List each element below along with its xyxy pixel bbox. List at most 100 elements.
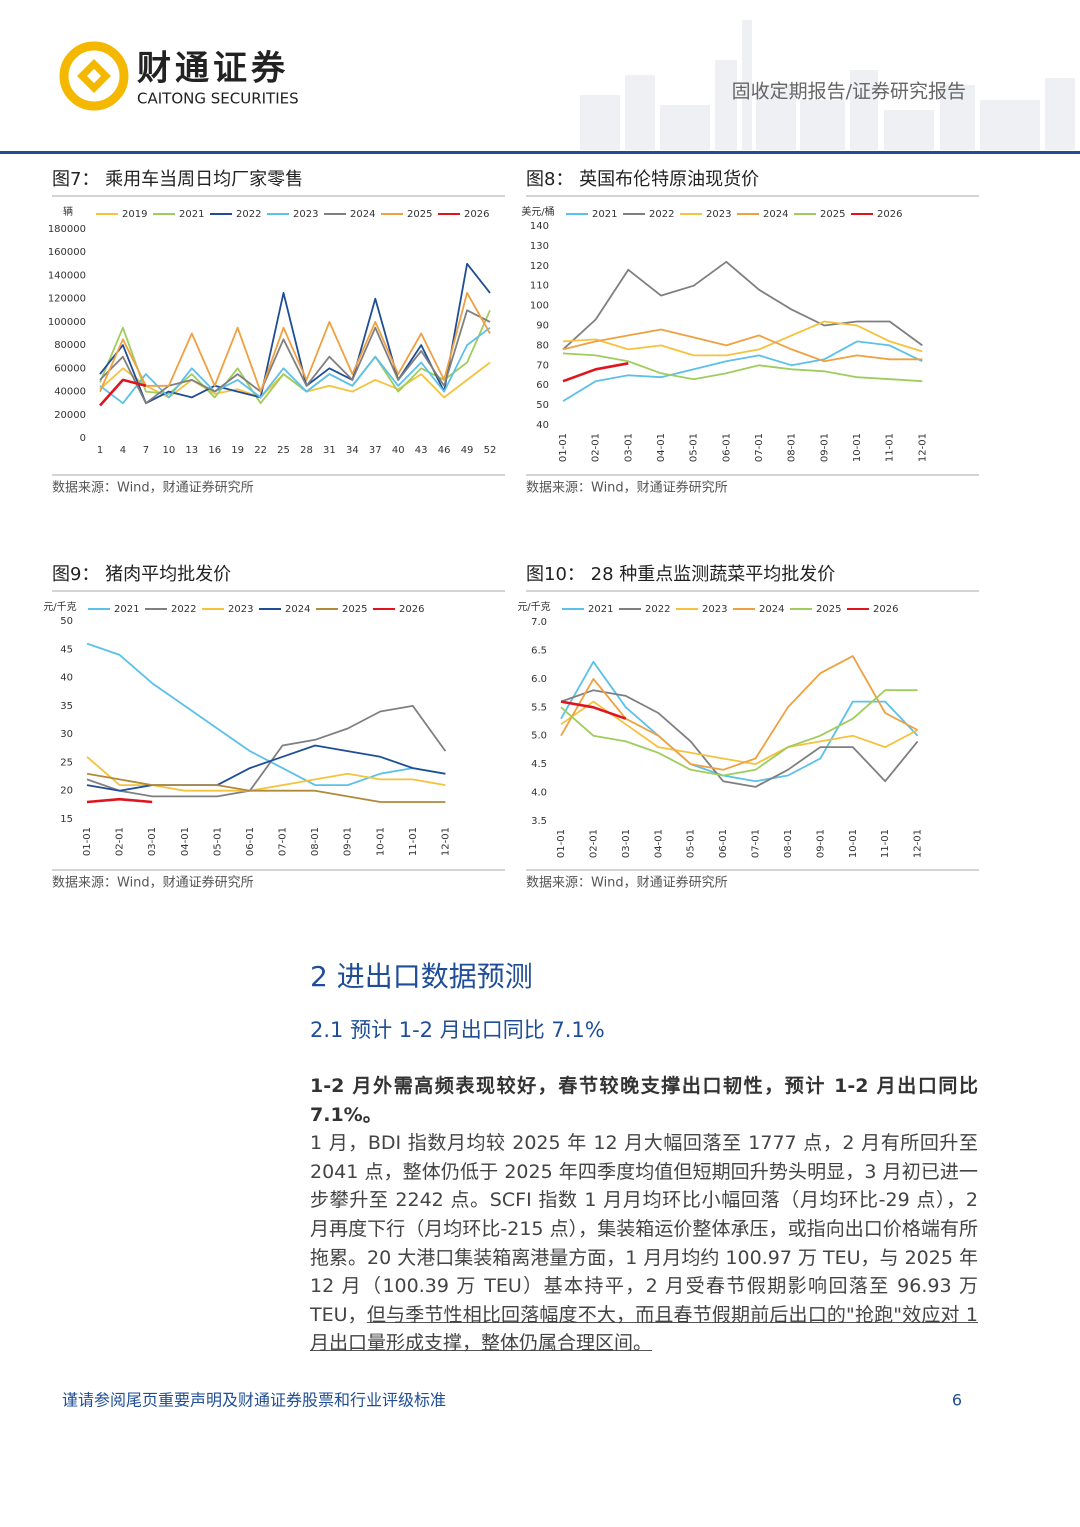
series-line — [99, 309, 491, 405]
x-tick-label: 10 — [162, 445, 175, 456]
series-line — [560, 700, 627, 720]
legend-label: 2026 — [399, 604, 424, 615]
x-tick-label: 05-01 — [212, 827, 223, 856]
y-tick-label: 100 — [530, 301, 549, 312]
series-line — [86, 705, 447, 798]
legend-label: 2023 — [228, 604, 253, 615]
source: 数据来源：Wind，财通证券研究所 — [526, 875, 728, 891]
x-tick-label: 16 — [208, 445, 221, 456]
x-tick-label: 09-01 — [343, 827, 354, 856]
series-line — [560, 689, 918, 777]
series-line — [560, 700, 919, 765]
series-line — [86, 772, 446, 803]
x-tick-label: 10-01 — [852, 433, 863, 462]
legend-label: 2021 — [588, 604, 613, 615]
y-tick-label: 70 — [536, 360, 549, 371]
y-tick-label: 45 — [60, 644, 73, 655]
x-tick-label: 12-01 — [917, 433, 928, 462]
x-tick-label: 10-01 — [848, 829, 859, 858]
y-tick-label: 140 — [530, 221, 549, 232]
legend-label: 2021 — [592, 209, 617, 220]
legend-label: 2022 — [645, 604, 670, 615]
x-tick-label: 03-01 — [623, 433, 634, 462]
header-rule — [0, 151, 1080, 154]
y-unit: 辆 — [63, 205, 73, 218]
series-line — [86, 756, 446, 792]
x-tick-label: 10-01 — [375, 827, 386, 856]
y-unit: 美元/桶 — [521, 205, 554, 218]
y-tick-label: 120 — [530, 261, 549, 272]
series-line — [562, 362, 629, 383]
x-tick-label: 05-01 — [689, 433, 700, 462]
section-heading: 2 进出口数据预测 — [310, 960, 533, 993]
brand-en: CAITONG SECURITIES — [137, 90, 299, 108]
chart-title: 图10： 28 种重点监测蔬菜平均批发价 — [526, 564, 835, 585]
x-tick-label: 11-01 — [880, 829, 891, 858]
y-tick-label: 15 — [60, 814, 73, 825]
x-tick-label: 01-01 — [558, 433, 569, 462]
x-tick-label: 03-01 — [621, 829, 632, 858]
body-text: 1 月，BDI 指数月均较 2025 年 12 月大幅回落至 1777 点，2 … — [310, 1132, 978, 1326]
source: 数据来源：Wind，财通证券研究所 — [52, 480, 254, 496]
x-tick-label: 12-01 — [440, 827, 451, 856]
y-tick-label: 30 — [60, 729, 73, 740]
skyline — [580, 20, 1075, 150]
y-tick-label: 6.5 — [531, 645, 547, 656]
x-tick-label: 34 — [346, 445, 359, 456]
y-tick-label: 25 — [60, 757, 73, 768]
x-tick-label: 43 — [415, 445, 428, 456]
y-tick-label: 50 — [536, 400, 549, 411]
legend-label: 2022 — [171, 604, 196, 615]
paragraph: 1-2 月外需高频表现较好，春节较晚支撑出口韧性，预计 1-2 月出口同比 7.… — [310, 1072, 978, 1358]
y-tick-label: 4.0 — [531, 788, 547, 799]
chart-title: 图7： 乘用车当周日均厂家零售 — [52, 169, 303, 190]
y-tick-label: 20 — [60, 786, 73, 797]
y-tick-label: 110 — [530, 281, 549, 292]
y-tick-label: 80000 — [54, 340, 86, 351]
brand: 财通证券 — [137, 49, 289, 89]
y-tick-label: 0 — [80, 433, 86, 444]
legend-label: 2024 — [285, 604, 310, 615]
x-tick-label: 11-01 — [885, 433, 896, 462]
series-line — [99, 378, 147, 407]
x-tick-label: 04-01 — [653, 829, 664, 858]
y-tick-label: 4.5 — [531, 759, 547, 770]
x-tick-label: 7 — [143, 445, 149, 456]
legend-label: 2022 — [649, 209, 674, 220]
underlined-text: 但与季节性相比回落幅度不大，而且春节假期前后出口的"抢跑"效应对 1 月出口量形… — [310, 1303, 978, 1355]
x-tick-label: 4 — [120, 445, 126, 456]
y-tick-label: 80 — [536, 340, 549, 351]
x-tick-label: 08-01 — [310, 827, 321, 856]
y-tick-label: 3.5 — [531, 816, 547, 827]
legend-label: 2023 — [293, 209, 318, 220]
chart-title: 图8： 英国布伦特原油现货价 — [526, 169, 759, 190]
x-tick-label: 02-01 — [588, 829, 599, 858]
x-tick-label: 52 — [484, 445, 497, 456]
legend-label: 2022 — [236, 209, 261, 220]
y-tick-label: 5.0 — [531, 731, 547, 742]
y-tick-label: 6.0 — [531, 674, 547, 685]
x-tick-label: 05-01 — [686, 829, 697, 858]
x-tick-label: 07-01 — [754, 433, 765, 462]
series-line — [99, 326, 491, 405]
series-line — [562, 352, 923, 383]
logo — [59, 41, 129, 111]
x-tick-label: 40 — [392, 445, 405, 456]
y-tick-label: 90 — [536, 321, 549, 332]
series-line — [86, 744, 446, 792]
y-tick-label: 40000 — [54, 387, 86, 398]
x-tick-label: 03-01 — [147, 827, 158, 856]
x-tick-label: 37 — [369, 445, 382, 456]
series-line — [562, 340, 923, 402]
legend-label: 2024 — [763, 209, 788, 220]
x-tick-label: 28 — [300, 445, 313, 456]
series-line — [560, 689, 919, 788]
series-line — [562, 320, 923, 357]
y-tick-label: 160000 — [48, 247, 86, 258]
x-tick-label: 31 — [323, 445, 336, 456]
x-tick-label: 02-01 — [591, 433, 602, 462]
legend-label: 2026 — [873, 604, 898, 615]
legend-label: 2026 — [464, 209, 489, 220]
x-tick-label: 49 — [461, 445, 474, 456]
x-tick-label: 06-01 — [245, 827, 256, 856]
